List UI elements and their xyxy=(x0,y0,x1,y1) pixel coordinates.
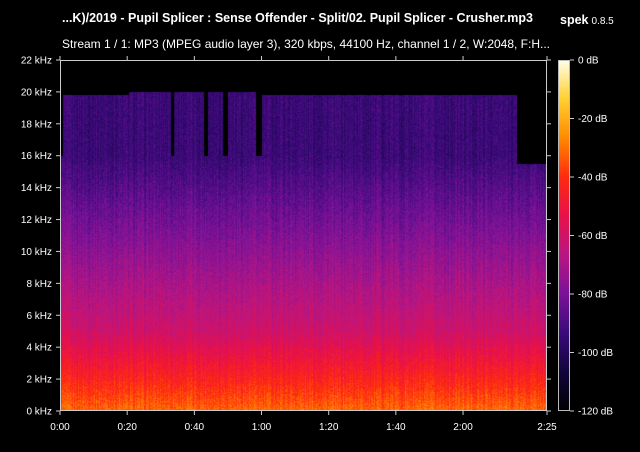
colorbar-tick-label: -20 dB xyxy=(578,114,608,125)
colorbar xyxy=(558,60,570,411)
colorbar-tick-label: -100 dB xyxy=(578,348,613,359)
spectrogram-image xyxy=(60,60,547,411)
x-tick-label: 1:00 xyxy=(252,422,272,433)
y-tick-label: 8 kHz xyxy=(26,279,52,290)
stream-info: Stream 1 / 1: MP3 (MPEG audio layer 3), … xyxy=(62,37,551,51)
y-tick-label: 12 kHz xyxy=(21,215,52,226)
x-tick-label: 0:00 xyxy=(50,422,70,433)
x-tick-label: 1:40 xyxy=(386,422,406,433)
colorbar-tick-label: -120 dB xyxy=(578,407,613,418)
x-tick-label: 0:20 xyxy=(117,422,137,433)
colorbar-tick-label: -40 dB xyxy=(578,173,608,184)
colorbar-frame xyxy=(558,60,570,411)
y-tick-label: 10 kHz xyxy=(21,247,52,258)
y-tick-label: 16 kHz xyxy=(21,151,52,162)
colorbar-tick-label: -60 dB xyxy=(578,231,608,242)
y-tick-label: 0 kHz xyxy=(26,407,52,418)
app-version: 0.8.5 xyxy=(591,16,614,27)
x-tick-label: 2:25 xyxy=(537,422,557,433)
colorbar-tick-label: 0 dB xyxy=(578,56,599,67)
y-tick-label: 4 kHz xyxy=(26,343,52,354)
y-tick-label: 22 kHz xyxy=(21,56,52,67)
plot-frame xyxy=(60,60,547,411)
app-label: spek 0.8.5 xyxy=(560,11,614,29)
x-tick-label: 2:00 xyxy=(453,422,473,433)
app-name: spek xyxy=(560,13,589,27)
colorbar-tick-label: -80 dB xyxy=(578,290,608,301)
y-tick-label: 2 kHz xyxy=(26,375,52,386)
y-tick-label: 18 kHz xyxy=(21,119,52,130)
y-tick-label: 14 kHz xyxy=(21,183,52,194)
x-tick-label: 0:40 xyxy=(185,422,205,433)
x-tick-label: 1:20 xyxy=(319,422,339,433)
file-title: ...K)/2019 - Pupil Splicer : Sense Offen… xyxy=(62,11,533,25)
y-tick-label: 6 kHz xyxy=(26,311,52,322)
y-tick-label: 20 kHz xyxy=(21,87,52,98)
